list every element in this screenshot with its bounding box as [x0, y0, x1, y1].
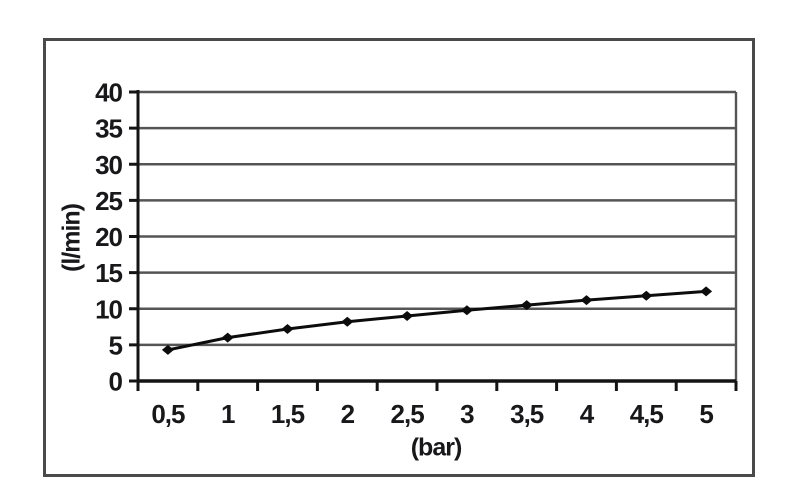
x-tick-label: 3,5 [510, 399, 544, 429]
x-tick-label: 2 [341, 399, 355, 429]
x-tick-label: 3 [460, 399, 474, 429]
data-point-marker [401, 310, 414, 321]
y-tick-label: 10 [95, 294, 122, 324]
flow-rate-curve [166, 289, 708, 352]
y-tick-label: 0 [109, 367, 123, 397]
data-point-marker [341, 316, 354, 327]
data-point-marker [161, 344, 174, 355]
data-point-marker [700, 286, 713, 297]
y-tick-label: 40 [95, 78, 122, 108]
x-axis-title: (bar) [410, 433, 463, 462]
y-tick-label: 35 [95, 114, 122, 144]
data-point-marker [221, 332, 234, 343]
y-axis-title: (l/min) [57, 204, 86, 272]
x-tick-label: 2,5 [391, 399, 425, 429]
data-point-marker [460, 305, 473, 316]
data-point-marker [580, 295, 593, 306]
y-tick-label: 5 [109, 330, 123, 360]
x-tick-label: 0,5 [151, 399, 185, 429]
data-point-marker [640, 290, 653, 301]
chart-frame: 0 5 10 15 20 25 30 35 40 0,5 1 1,5 2 2,5 3 3,5 4 4,5 5 [43, 38, 755, 477]
x-tick-label: 1,5 [271, 399, 305, 429]
flow-vs-pressure-chart: 0 5 10 15 20 25 30 35 40 0,5 1 1,5 2 2,5 3 3,5 4 4,5 5 [95, 78, 738, 429]
y-tick-label: 25 [95, 186, 122, 216]
data-point-marker [520, 300, 533, 311]
y-tick-label: 15 [95, 258, 122, 288]
y-tick-label: 20 [95, 222, 122, 252]
data-point-marker [281, 323, 294, 334]
x-tick-label: 4,5 [630, 399, 664, 429]
x-tick-label: 5 [699, 399, 713, 429]
y-tick-label: 30 [95, 150, 122, 180]
x-tick-label: 4 [580, 399, 595, 429]
x-tick-label: 1 [221, 399, 235, 429]
